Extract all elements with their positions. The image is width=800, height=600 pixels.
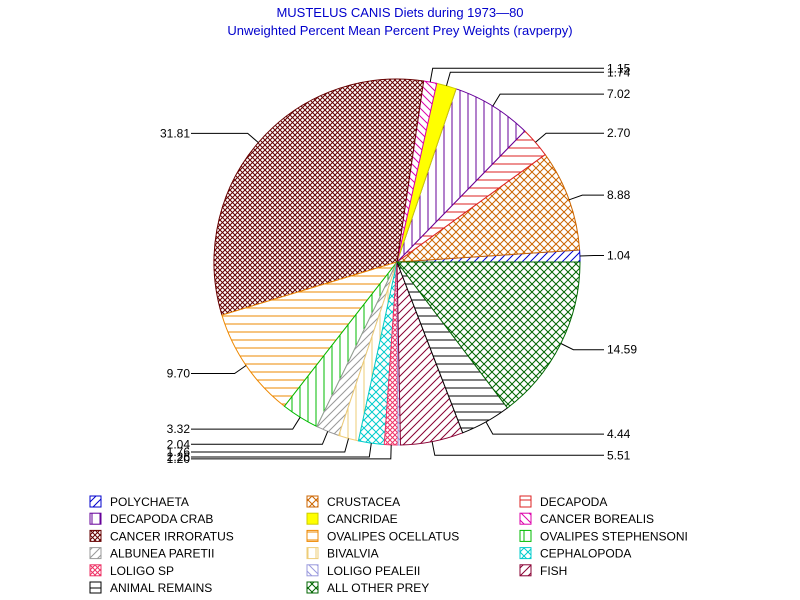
leader-line [560,343,604,351]
legend-label: CANCRIDAE [327,512,398,526]
data-label: 1.74 [607,65,631,79]
data-label: 14.59 [607,343,637,357]
data-label: 2.26 [167,450,191,464]
legend-swatch [306,529,319,542]
pie-slice-cancer-irroratus [213,78,425,316]
legend-label: DECAPODA CRAB [110,512,213,526]
data-label: 1.04 [607,249,631,263]
legend-item: LOLIGO PEALEII [306,564,420,578]
legend-swatch [89,581,102,594]
legend-label: OVALIPES STEPHENSONI [540,529,688,543]
data-label: 8.88 [607,188,631,202]
legend-item: CANCRIDAE [306,512,398,526]
legend-swatch [306,547,319,560]
leader-line [191,417,301,430]
legend-label: DECAPODA [540,495,607,509]
leader-line [191,431,329,445]
legend-swatch [89,512,102,525]
legend-swatch [89,547,102,560]
leader-line [431,441,604,456]
legend-item: LOLIGO SP [89,564,174,578]
data-label: 5.51 [607,448,631,462]
legend-swatch [306,495,319,508]
pie-slice-all-other-prey [395,261,581,409]
legend-label: CANCER IRRORATUS [110,529,234,543]
leader-line [191,365,247,374]
legend-item: DECAPODA CRAB [89,512,213,526]
legend-item: CANCER IRRORATUS [89,529,234,543]
legend-swatch [519,529,532,542]
data-label: 4.44 [607,427,631,441]
leader-line [429,67,604,83]
legend-item: CRUSTACEA [306,495,400,509]
legend-label: LOLIGO PEALEII [327,564,420,578]
data-label: 1.76 [167,445,191,459]
legend-item: ANIMAL REMAINS [89,581,212,595]
legend-item: FISH [519,564,567,578]
legend-swatch [89,529,102,542]
leader-line [492,93,604,107]
data-label: 7.02 [607,87,631,101]
pie-data-labels: 1.04 8.88 2.70 7.02 1.741.15 31.81 9.70 3.322.0… [160,61,637,466]
leader-line [446,71,604,86]
legend-swatch [89,495,102,508]
legend-swatch [519,547,532,560]
legend-swatch [519,564,532,577]
legend-item: OVALIPES STEPHENSONI [519,529,688,543]
leader-line [191,132,259,143]
legend-label: ALBUNEA PARETII [110,547,214,561]
legend-label: CRUSTACEA [327,495,400,509]
leader-line [485,421,604,435]
data-label: 2.70 [607,126,631,140]
legend-item: POLYCHAETA [89,495,189,509]
data-label: 1.15 [607,61,631,75]
legend-swatch [519,512,532,525]
legend-label: CEPHALOPODA [540,547,631,561]
leader-line [191,438,349,453]
data-label: 2.04 [167,437,191,451]
legend-item: CANCER BOREALIS [519,512,654,526]
leader-line [535,132,604,143]
leader-line [191,443,372,458]
legend-label: FISH [540,564,567,578]
data-label: 1.20 [167,452,191,466]
data-label: 9.70 [167,366,191,380]
legend-swatch [306,512,319,525]
legend-item: CEPHALOPODA [519,547,631,561]
legend-item: DECAPODA [519,495,607,509]
legend-item: BIVALVIA [306,547,379,561]
legend-label: ANIMAL REMAINS [110,581,212,595]
legend-label: CANCER BOREALIS [540,512,654,526]
legend-label: BIVALVIA [327,547,379,561]
legend-item: ALL OTHER PREY [306,581,429,595]
data-label: 31.81 [160,126,190,140]
pie-slices [213,78,581,446]
legend-label: POLYCHAETA [110,495,189,509]
chart-title: MUSTELUS CANIS Diets during 1973—80 [276,5,524,20]
leader-line [191,444,392,460]
data-label: 3.32 [167,422,191,436]
legend-label: ALL OTHER PREY [327,581,429,595]
leader-line [579,255,604,257]
legend-swatch [89,564,102,577]
legend-label: OVALIPES OCELLATUS [327,529,459,543]
legend-swatch [306,581,319,594]
legend-swatch [519,495,532,508]
legend: POLYCHAETA CRUSTACEA DECAPODA DECAPODA CRAB… [89,495,688,595]
chart-subtitle: Unweighted Percent Mean Percent Prey Wei… [227,23,573,38]
legend-item: ALBUNEA PARETII [89,547,214,561]
legend-item: OVALIPES OCELLATUS [306,529,459,543]
legend-label: LOLIGO SP [110,564,174,578]
leader-line [568,194,604,201]
pie-leader-lines [191,67,604,460]
legend-swatch [306,564,319,577]
